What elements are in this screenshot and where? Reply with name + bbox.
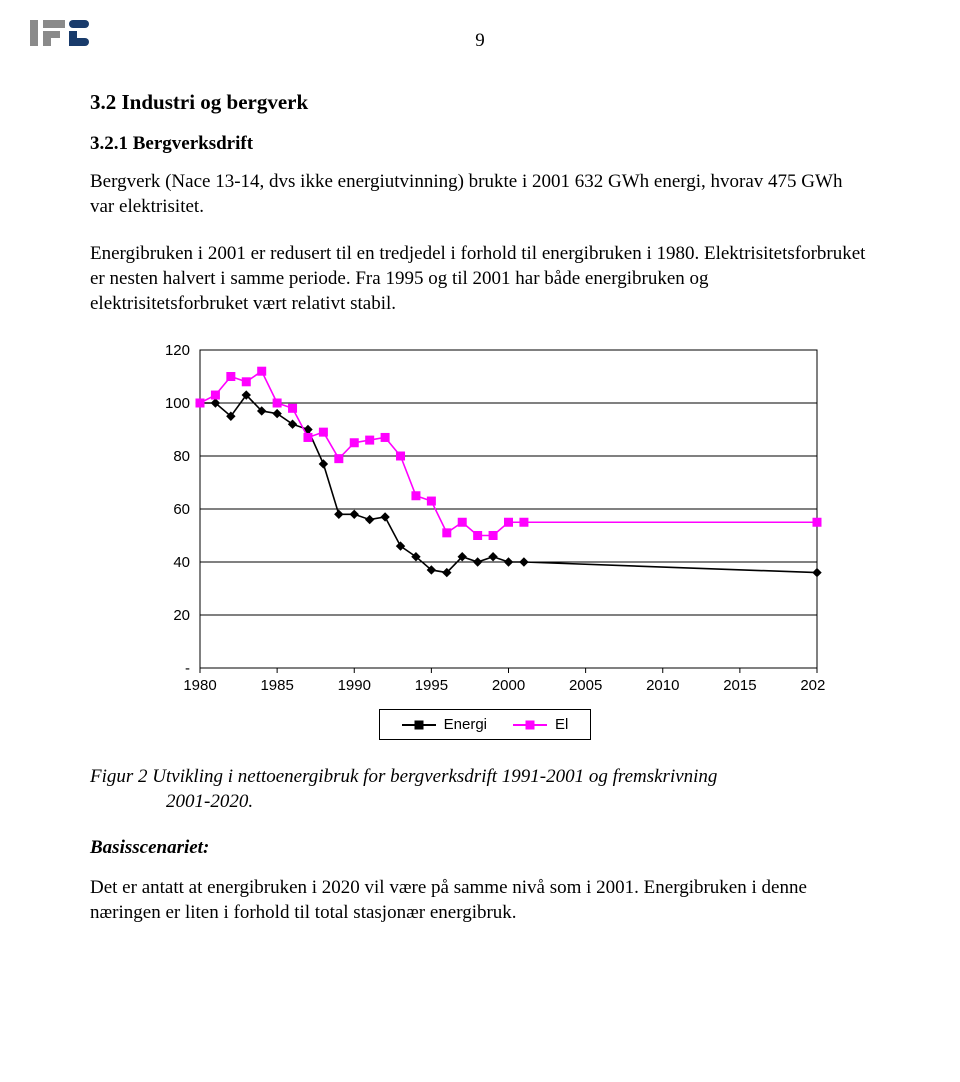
svg-text:2020: 2020 [800,677,825,694]
section-heading: 3.2 Industri og bergverk [90,90,870,115]
paragraph-3: Det er antatt at energibruken i 2020 vil… [90,875,870,925]
subsection-heading: 3.2.1 Bergverksdrift [90,133,870,155]
legend-label-energi: Energi [444,716,487,733]
svg-text:40: 40 [173,554,190,571]
caption-line2: 2001-2020. [90,789,870,814]
svg-text:120: 120 [165,342,190,359]
svg-text:1980: 1980 [183,677,216,694]
legend-item-el: El [513,716,568,733]
chart: - 20 40 60 80 100 120 1980 1985 1990 1995 2000 2005 2… [145,338,825,740]
page-number: 9 [90,30,870,52]
svg-text:1990: 1990 [338,677,371,694]
legend: Energi El [379,709,592,740]
figure-caption: Figur 2 Utvikling i nettoenergibruk for … [90,764,870,814]
paragraph-1: Bergverk (Nace 13-14, dvs ikke energiutv… [90,169,870,219]
svg-text:2005: 2005 [569,677,602,694]
svg-text:-: - [185,660,190,677]
svg-text:20: 20 [173,607,190,624]
legend-label-el: El [555,716,568,733]
logo [28,18,94,58]
scenario-heading: Basisscenariet: [90,837,870,859]
svg-text:2015: 2015 [723,677,756,694]
svg-text:60: 60 [173,501,190,518]
caption-line1: Figur 2 Utvikling i nettoenergibruk for … [90,766,717,787]
svg-text:100: 100 [165,395,190,412]
svg-text:2010: 2010 [646,677,679,694]
legend-item-energi: Energi [402,716,487,733]
paragraph-2: Energibruken i 2001 er redusert til en t… [90,241,870,316]
svg-text:2000: 2000 [492,677,525,694]
svg-text:80: 80 [173,448,190,465]
paragraph-1-text: Bergverk (Nace 13-14, dvs ikke energiutv… [90,171,842,217]
svg-text:1995: 1995 [415,677,448,694]
svg-text:1985: 1985 [260,677,293,694]
